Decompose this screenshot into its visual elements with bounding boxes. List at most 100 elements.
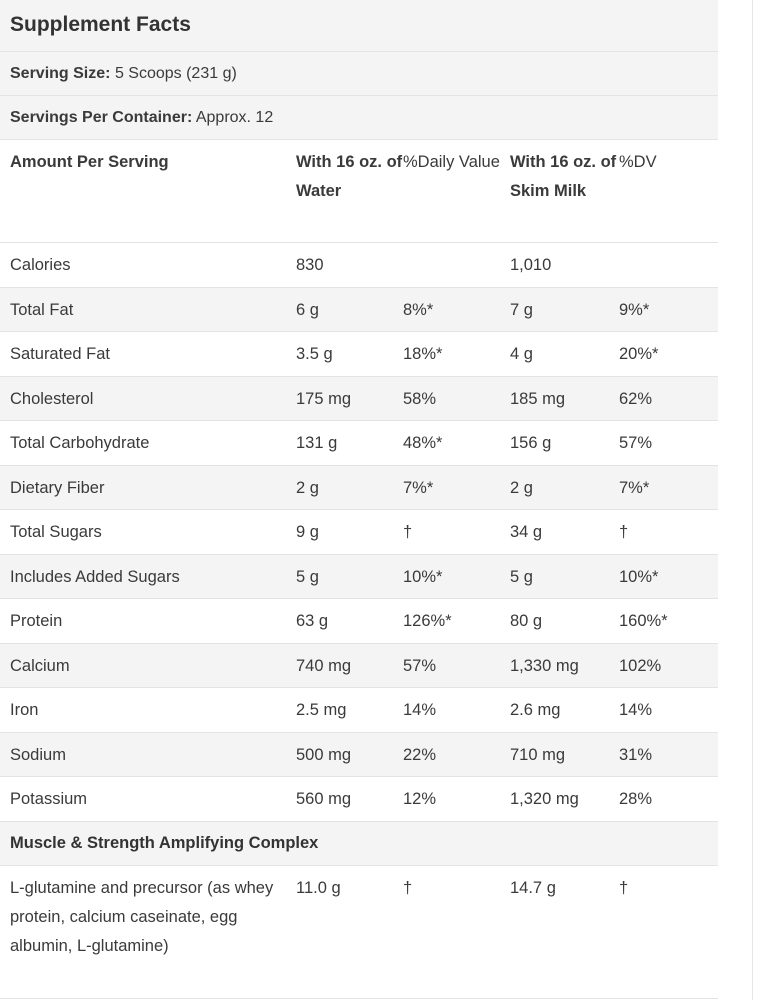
daily-value-milk: 7%* — [619, 478, 650, 497]
table-row: Protein 63 g 126%* 80 g 160%* — [0, 599, 718, 644]
nutrient-name: Sodium — [10, 745, 66, 764]
supplement-facts-panel: Supplement Facts Serving Size: 5 Scoops … — [0, 0, 718, 999]
nutrient-name: Cholesterol — [10, 389, 94, 408]
daily-value-water: 58% — [403, 389, 437, 408]
table-row: Cholesterol 175 mg 58% 185 mg 62% — [0, 376, 718, 421]
nutrient-name: Calories — [10, 256, 71, 274]
serving-size-row: Serving Size: 5 Scoops (231 g) — [0, 52, 718, 96]
table-row: Iron 2.5 mg 14% 2.6 mg 14% — [0, 688, 718, 733]
table-row: Sodium 500 mg 22% 710 mg 31% — [0, 732, 718, 777]
daily-value-milk: 102% — [619, 656, 662, 675]
servings-per-container-value: Approx. 12 — [195, 109, 274, 126]
table-row: Total Sugars 9 g † 34 g † — [0, 510, 718, 555]
table-header-row: Amount Per Serving With 16 oz. of Water … — [0, 140, 718, 243]
value-with-water: 5 g — [296, 567, 319, 586]
nutrient-rows: Calories 830 1,010 Total Fat 6 g 8%* 7 g 9%* Sat… — [0, 243, 718, 822]
table-row: Potassium 560 mg 12% 1,320 mg 28% — [0, 777, 718, 822]
daily-value-water: 57% — [403, 656, 437, 675]
value-with-skim-milk: 156 g — [510, 434, 552, 452]
nutrient-name: Calcium — [10, 656, 70, 675]
header-dv: %DV — [619, 153, 657, 171]
nutrient-name: Saturated Fat — [10, 345, 110, 363]
nutrient-name: Protein — [10, 612, 63, 630]
daily-value-water — [403, 251, 510, 287]
complex-title: Muscle & Strength Amplifying Complex — [0, 821, 718, 866]
value-with-water: 9 g — [296, 523, 319, 541]
daily-value-water: † — [403, 523, 413, 541]
header-amount-per-serving: Amount Per Serving — [10, 153, 169, 171]
value-with-water: 830 — [296, 256, 324, 274]
daily-value-milk: 57% — [619, 434, 653, 452]
nutrient-name: Includes Added Sugars — [10, 567, 180, 586]
value-with-water: 2 g — [296, 478, 319, 497]
table-row: Calcium 740 mg 57% 1,330 mg 102% — [0, 643, 718, 688]
value-with-water: 740 mg — [296, 656, 352, 675]
nutrient-name: Total Fat — [10, 300, 74, 319]
value-with-skim-milk: 710 mg — [510, 745, 566, 764]
daily-value-milk: † — [619, 879, 629, 897]
table-row: Dietary Fiber 2 g 7%* 2 g 7%* — [0, 465, 718, 510]
value-with-skim-milk: 185 mg — [510, 389, 566, 408]
daily-value-water: † — [403, 879, 413, 897]
daily-value-milk: 20%* — [619, 345, 659, 363]
value-with-skim-milk: 7 g — [510, 300, 533, 319]
nutrient-name: Total Carbohydrate — [10, 434, 150, 452]
value-with-water: 560 mg — [296, 790, 352, 808]
daily-value-milk: 160%* — [619, 612, 668, 630]
nutrient-name: Iron — [10, 701, 39, 719]
value-with-skim-milk: 1,320 mg — [510, 790, 579, 808]
daily-value-water: 7%* — [403, 478, 434, 497]
daily-value-milk: 10%* — [619, 567, 659, 586]
servings-per-container-row: Servings Per Container: Approx. 12 — [0, 96, 718, 140]
value-with-water: 2.5 mg — [296, 701, 347, 719]
daily-value-water: 126%* — [403, 612, 452, 630]
value-with-water: 3.5 g — [296, 345, 333, 363]
serving-size-label: Serving Size: — [10, 65, 111, 82]
page-divider — [752, 0, 753, 1000]
nutrient-name: Potassium — [10, 790, 88, 808]
serving-size-value: 5 Scoops (231 g) — [114, 65, 237, 82]
header-with-skim-milk: With 16 oz. of Skim Milk — [510, 153, 617, 200]
header-daily-value: %Daily Value — [403, 153, 500, 171]
table-row: Calories 830 1,010 — [0, 243, 718, 288]
value-with-skim-milk: 2 g — [510, 478, 533, 497]
value-with-water: 500 mg — [296, 745, 352, 764]
panel-title: Supplement Facts — [0, 0, 718, 52]
value-with-water: 175 mg — [296, 389, 352, 408]
value-with-water: 131 g — [296, 434, 338, 452]
daily-value-water: 22% — [403, 745, 437, 764]
value-with-skim-milk: 1,330 mg — [510, 656, 579, 675]
value-with-skim-milk: 80 g — [510, 612, 543, 630]
daily-value-milk: 9%* — [619, 300, 650, 319]
nutrient-name: Total Sugars — [10, 523, 102, 541]
table-row: Total Carbohydrate 131 g 48%* 156 g 57% — [0, 421, 718, 466]
daily-value-milk: † — [619, 523, 629, 541]
value-with-skim-milk: 4 g — [510, 345, 533, 363]
table-row: Saturated Fat 3.5 g 18%* 4 g 20%* — [0, 332, 718, 377]
table-row: Total Fat 6 g 8%* 7 g 9%* — [0, 287, 718, 332]
header-with-water: With 16 oz. of Water — [296, 153, 403, 200]
daily-value-milk: 62% — [619, 389, 653, 408]
table-row: L-glutamine and precursor (as whey prote… — [0, 866, 718, 999]
daily-value-water: 12% — [403, 790, 437, 808]
daily-value-water: 10%* — [403, 567, 443, 586]
daily-value-milk: 28% — [619, 790, 653, 808]
value-with-skim-milk: 1,010 — [510, 256, 552, 274]
value-with-water: 63 g — [296, 612, 329, 630]
complex-rows: L-glutamine and precursor (as whey prote… — [0, 866, 718, 999]
daily-value-milk: 31% — [619, 745, 653, 764]
value-with-skim-milk: 34 g — [510, 523, 543, 541]
value-with-skim-milk: 5 g — [510, 567, 533, 586]
nutrient-name: Dietary Fiber — [10, 478, 105, 497]
servings-per-container-label: Servings Per Container: — [10, 109, 193, 126]
table-row: Includes Added Sugars 5 g 10%* 5 g 10%* — [0, 554, 718, 599]
value-with-skim-milk: 14.7 g — [510, 879, 556, 897]
nutrient-name: L-glutamine and precursor (as whey prote… — [10, 879, 274, 955]
daily-value-milk: 14% — [619, 701, 653, 719]
value-with-skim-milk: 2.6 mg — [510, 701, 561, 719]
daily-value-water: 48%* — [403, 434, 443, 452]
daily-value-water: 18%* — [403, 345, 443, 363]
value-with-water: 11.0 g — [296, 879, 341, 897]
daily-value-water: 8%* — [403, 300, 434, 319]
daily-value-milk — [619, 251, 718, 287]
